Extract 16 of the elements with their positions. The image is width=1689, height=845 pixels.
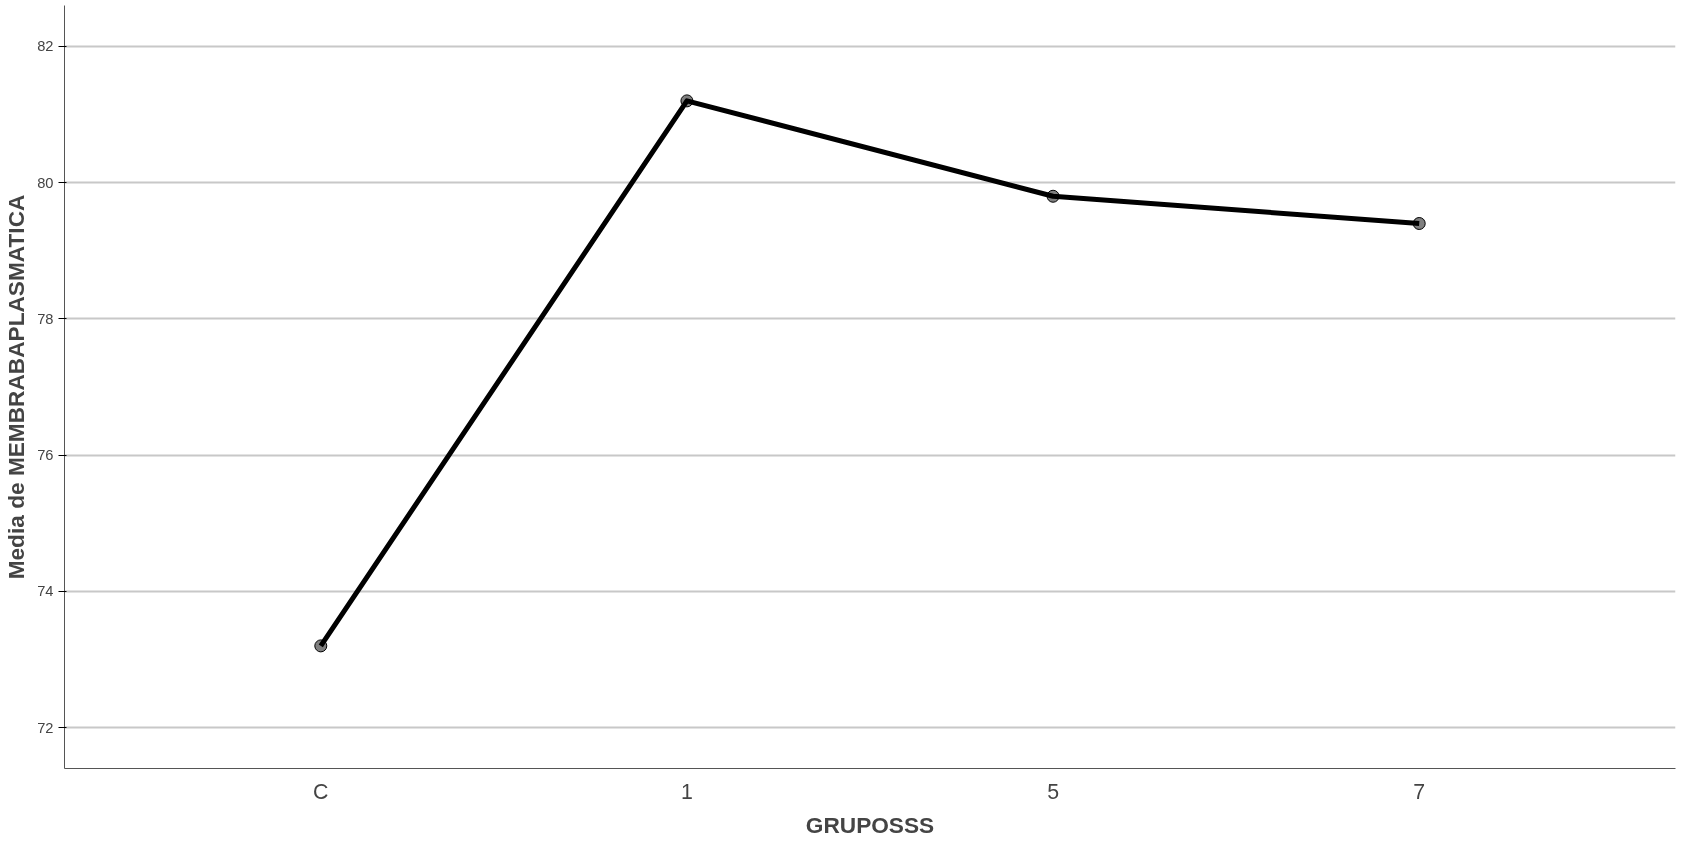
y-tick-label: 74 [37,583,54,600]
x-tick-label: C [313,779,329,804]
point [680,94,694,108]
point [1046,189,1060,203]
y-tick-label: 72 [37,719,54,736]
x-tick-label: 5 [1047,779,1060,804]
y-tick-label: 78 [37,310,54,327]
point [1412,217,1426,230]
y-tick-label: 76 [37,447,54,464]
y-tick-label: 80 [37,174,54,191]
x-tick-label: 1 [681,779,693,804]
y-tick-label: 82 [37,38,54,55]
point [314,639,328,653]
y-axis-title: Media de MEMBRABAPLASMATICA [3,194,30,580]
x-axis-title: GRUPOSSS [805,811,935,838]
x-tick-label: 7 [1413,779,1426,804]
